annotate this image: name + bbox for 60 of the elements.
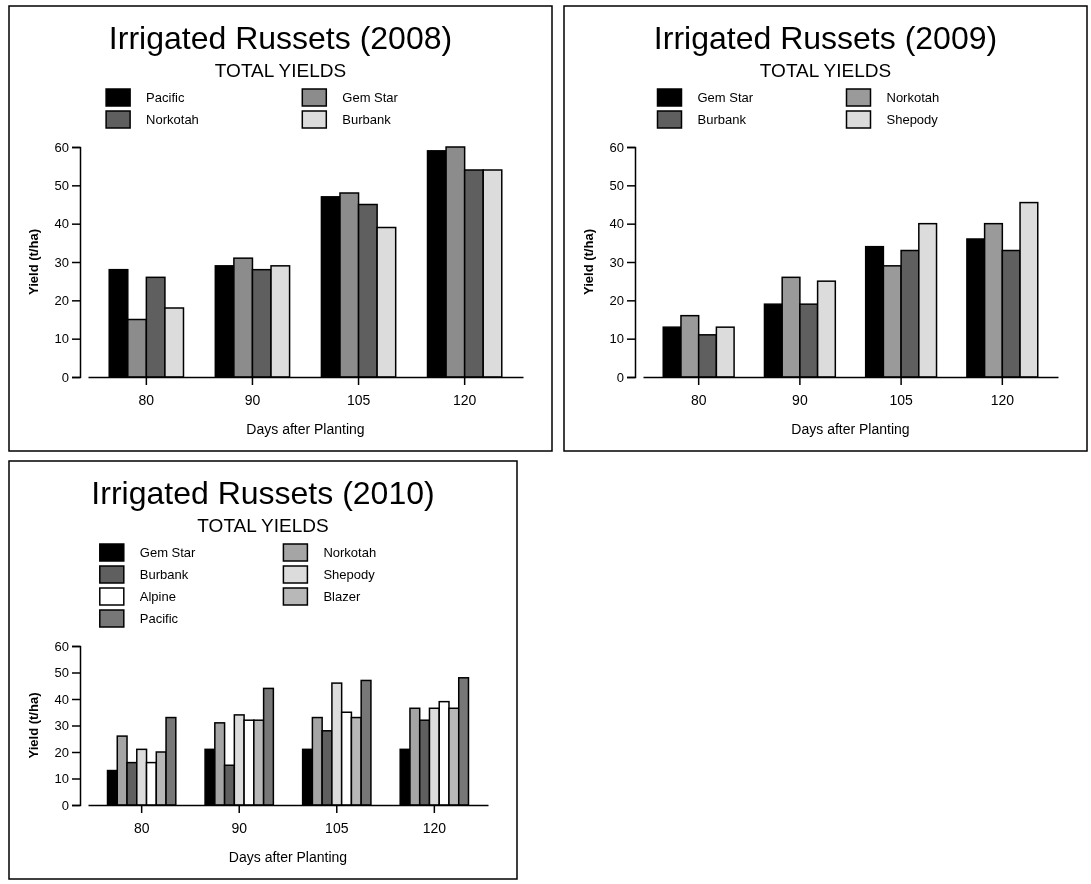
y-axis-title: Yield (t/ha): [26, 692, 41, 759]
x-tick-label: 105: [325, 819, 349, 836]
y-tick-label: 20: [54, 744, 69, 760]
y-axis-title: Yield (t/ha): [581, 229, 596, 295]
chart-subtitle: TOTAL YIELDS: [759, 60, 892, 81]
legend-label: Norkotah: [886, 90, 940, 105]
x-tick-label: 90: [244, 391, 261, 408]
chart-subtitle: TOTAL YIELDS: [214, 60, 347, 81]
y-tick-label: 30: [54, 718, 69, 734]
chart-title: Irrigated Russets (2008): [108, 20, 453, 56]
legend-label: Burbank: [697, 112, 747, 127]
x-axis-title: Days after Planting: [228, 849, 348, 865]
legend-label: Gem Star: [139, 545, 197, 560]
chart-subtitle: TOTAL YIELDS: [197, 515, 329, 536]
legend-label: Gem Star: [342, 90, 399, 105]
y-tick-label: 30: [54, 254, 69, 270]
legend-label: Burbank: [342, 112, 392, 127]
y-tick-label: 40: [54, 216, 69, 232]
legend-label: Alpine: [139, 589, 176, 604]
y-tick-label: 50: [609, 177, 624, 193]
x-axis-title: Days after Planting: [246, 421, 365, 437]
y-tick-label: 0: [616, 369, 624, 385]
x-tick-label: 90: [792, 391, 808, 408]
x-tick-label: 90: [231, 819, 248, 836]
x-tick-label: 120: [990, 391, 1015, 408]
y-tick-label: 60: [609, 139, 624, 155]
x-tick-label: 120: [422, 819, 447, 836]
chart-title: Irrigated Russets (2009): [653, 20, 998, 56]
legend-label: Pacific: [139, 611, 179, 626]
y-tick-label: 50: [54, 665, 69, 681]
y-tick-label: 0: [61, 797, 69, 813]
y-tick-label: 60: [54, 139, 69, 155]
legend-label: Shepody: [886, 112, 939, 127]
x-tick-label: 105: [889, 391, 913, 408]
y-tick-label: 10: [54, 771, 69, 787]
y-tick-label: 10: [54, 331, 69, 347]
x-tick-label: 80: [138, 391, 155, 408]
legend-label: Shepody: [323, 567, 376, 582]
legend-label: Gem Star: [697, 90, 754, 105]
x-tick-label: 120: [452, 391, 477, 408]
chart-title: Irrigated Russets (2010): [91, 475, 435, 511]
y-tick-label: 40: [54, 691, 69, 707]
y-tick-label: 40: [609, 216, 624, 232]
x-tick-label: 105: [346, 391, 371, 408]
legend-label: Pacific: [146, 90, 185, 105]
legend-label: Burbank: [139, 567, 189, 582]
y-tick-label: 30: [609, 254, 624, 270]
legend-label: Blazer: [323, 589, 361, 604]
y-axis-title: Yield (t/ha): [26, 229, 41, 295]
x-tick-label: 80: [133, 819, 150, 836]
x-axis-title: Days after Planting: [791, 421, 910, 437]
y-tick-label: 20: [54, 292, 69, 308]
y-tick-label: 10: [609, 331, 624, 347]
legend-label: Norkotah: [323, 545, 377, 560]
y-tick-label: 20: [609, 292, 624, 308]
y-tick-label: 50: [54, 177, 69, 193]
y-tick-label: 0: [61, 369, 69, 385]
y-tick-label: 60: [54, 638, 69, 654]
x-tick-label: 80: [690, 391, 707, 408]
legend-label: Norkotah: [146, 112, 199, 127]
